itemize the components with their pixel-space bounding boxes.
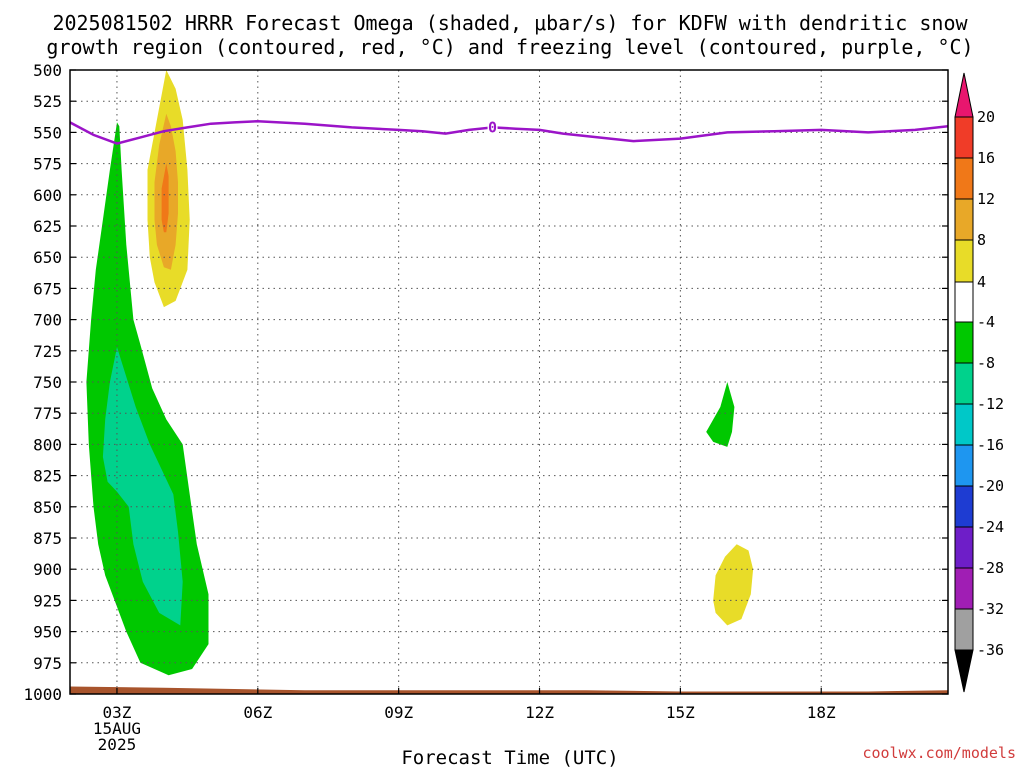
colorbar-label-5: -4: [977, 313, 995, 331]
chart-title-line-1: 2025081502 HRRR Forecast Omega (shaded, …: [52, 11, 968, 35]
ytick-label-850: 850: [33, 498, 62, 517]
colorbar-bottom-triangle: [954, 649, 974, 693]
grid-lines: [70, 70, 948, 694]
ytick-label-900: 900: [33, 560, 62, 579]
colorbar-swatch-8: [954, 403, 974, 446]
xtick-label-12-0: 12Z: [525, 703, 554, 722]
ytick-label-575: 575: [33, 155, 62, 174]
ytick-label-600: 600: [33, 186, 62, 205]
chart-title-line-2: growth region (contoured, red, °C) and f…: [46, 35, 973, 59]
colorbar-label-10: -24: [977, 518, 1004, 536]
omega-region-6: [713, 544, 754, 626]
colorbar-swatch-4: [954, 239, 974, 283]
colorbar-label-7: -12: [977, 395, 1004, 413]
ytick-label-725: 725: [33, 342, 62, 361]
omega-region-1: [102, 347, 183, 626]
colorbar-label-0: 20: [977, 108, 995, 126]
colorbar-swatch-11: [954, 526, 974, 569]
ytick-label-925: 925: [33, 591, 62, 610]
ytick-label-500: 500: [33, 61, 62, 80]
ytick-label-650: 650: [33, 248, 62, 267]
colorbar-label-13: -36: [977, 641, 1004, 659]
colorbar-swatch-6: [954, 321, 974, 364]
surface-band: [70, 686, 948, 694]
ytick-label-950: 950: [33, 623, 62, 642]
colorbar-swatch-7: [954, 362, 974, 405]
colorbar-swatch-1: [954, 116, 974, 159]
colorbar-swatch-5: [954, 281, 974, 323]
ytick-label-825: 825: [33, 467, 62, 486]
colorbar-label-9: -20: [977, 477, 1004, 495]
ytick-label-700: 700: [33, 311, 62, 330]
ytick-label-800: 800: [33, 435, 62, 454]
ytick-label-675: 675: [33, 279, 62, 298]
colorbar-swatch-2: [954, 157, 974, 200]
freezing-level-label: 0: [488, 118, 497, 136]
omega-region-4: [161, 163, 169, 233]
watermark: coolwx.com/models: [862, 744, 1016, 762]
xtick-label-3-0: 03Z: [102, 703, 131, 722]
ytick-label-750: 750: [33, 373, 62, 392]
freezing-label-bg: [487, 118, 498, 137]
freezing-level: 0: [70, 118, 948, 145]
ytick-label-625: 625: [33, 217, 62, 236]
xtick-label-15-0: 15Z: [666, 703, 695, 722]
colorbar-label-6: -8: [977, 354, 995, 372]
colorbar: 20 16 12 8 4 -4 -8 -12 -16 -20 -24 -28 -32 -36: [954, 72, 1004, 693]
omega-shading: [86, 70, 754, 676]
xtick-label-3-1: 15AUG: [93, 719, 141, 738]
x-axis-label: Forecast Time (UTC): [401, 747, 618, 768]
colorbar-label-3: 8: [977, 231, 986, 249]
colorbar-swatch-13: [954, 608, 974, 651]
ytick-label-875: 875: [33, 529, 62, 548]
ytick-label-550: 550: [33, 123, 62, 142]
colorbar-label-11: -28: [977, 559, 1004, 577]
y-axis-ticks: 500 525 550 575 600 625 650 675 700 725 750 775 800 8…: [23, 61, 948, 704]
omega-region-0: [86, 122, 209, 676]
colorbar-swatch-12: [954, 567, 974, 610]
xtick-label-3-2: 2025: [98, 735, 137, 754]
colorbar-top-triangle: [954, 72, 974, 118]
colorbar-label-2: 12: [977, 190, 995, 208]
colorbar-label-8: -16: [977, 436, 1004, 454]
surface-layer: [70, 686, 948, 694]
ytick-label-775: 775: [33, 404, 62, 423]
omega-region-5: [706, 382, 735, 447]
colorbar-swatch-9: [954, 444, 974, 487]
colorbar-label-12: -32: [977, 600, 1004, 618]
xtick-label-6-0: 06Z: [243, 703, 272, 722]
colorbar-swatch-3: [954, 198, 974, 241]
freezing-level-line: [70, 119, 948, 145]
xtick-label-9-0: 09Z: [384, 703, 413, 722]
colorbar-label-1: 16: [977, 149, 995, 167]
ytick-label-1000: 1000: [23, 685, 62, 704]
ytick-label-525: 525: [33, 92, 62, 111]
ytick-label-975: 975: [33, 654, 62, 673]
colorbar-label-4: 4: [977, 273, 986, 291]
colorbar-swatch-10: [954, 485, 974, 528]
xtick-label-18-0: 18Z: [807, 703, 836, 722]
